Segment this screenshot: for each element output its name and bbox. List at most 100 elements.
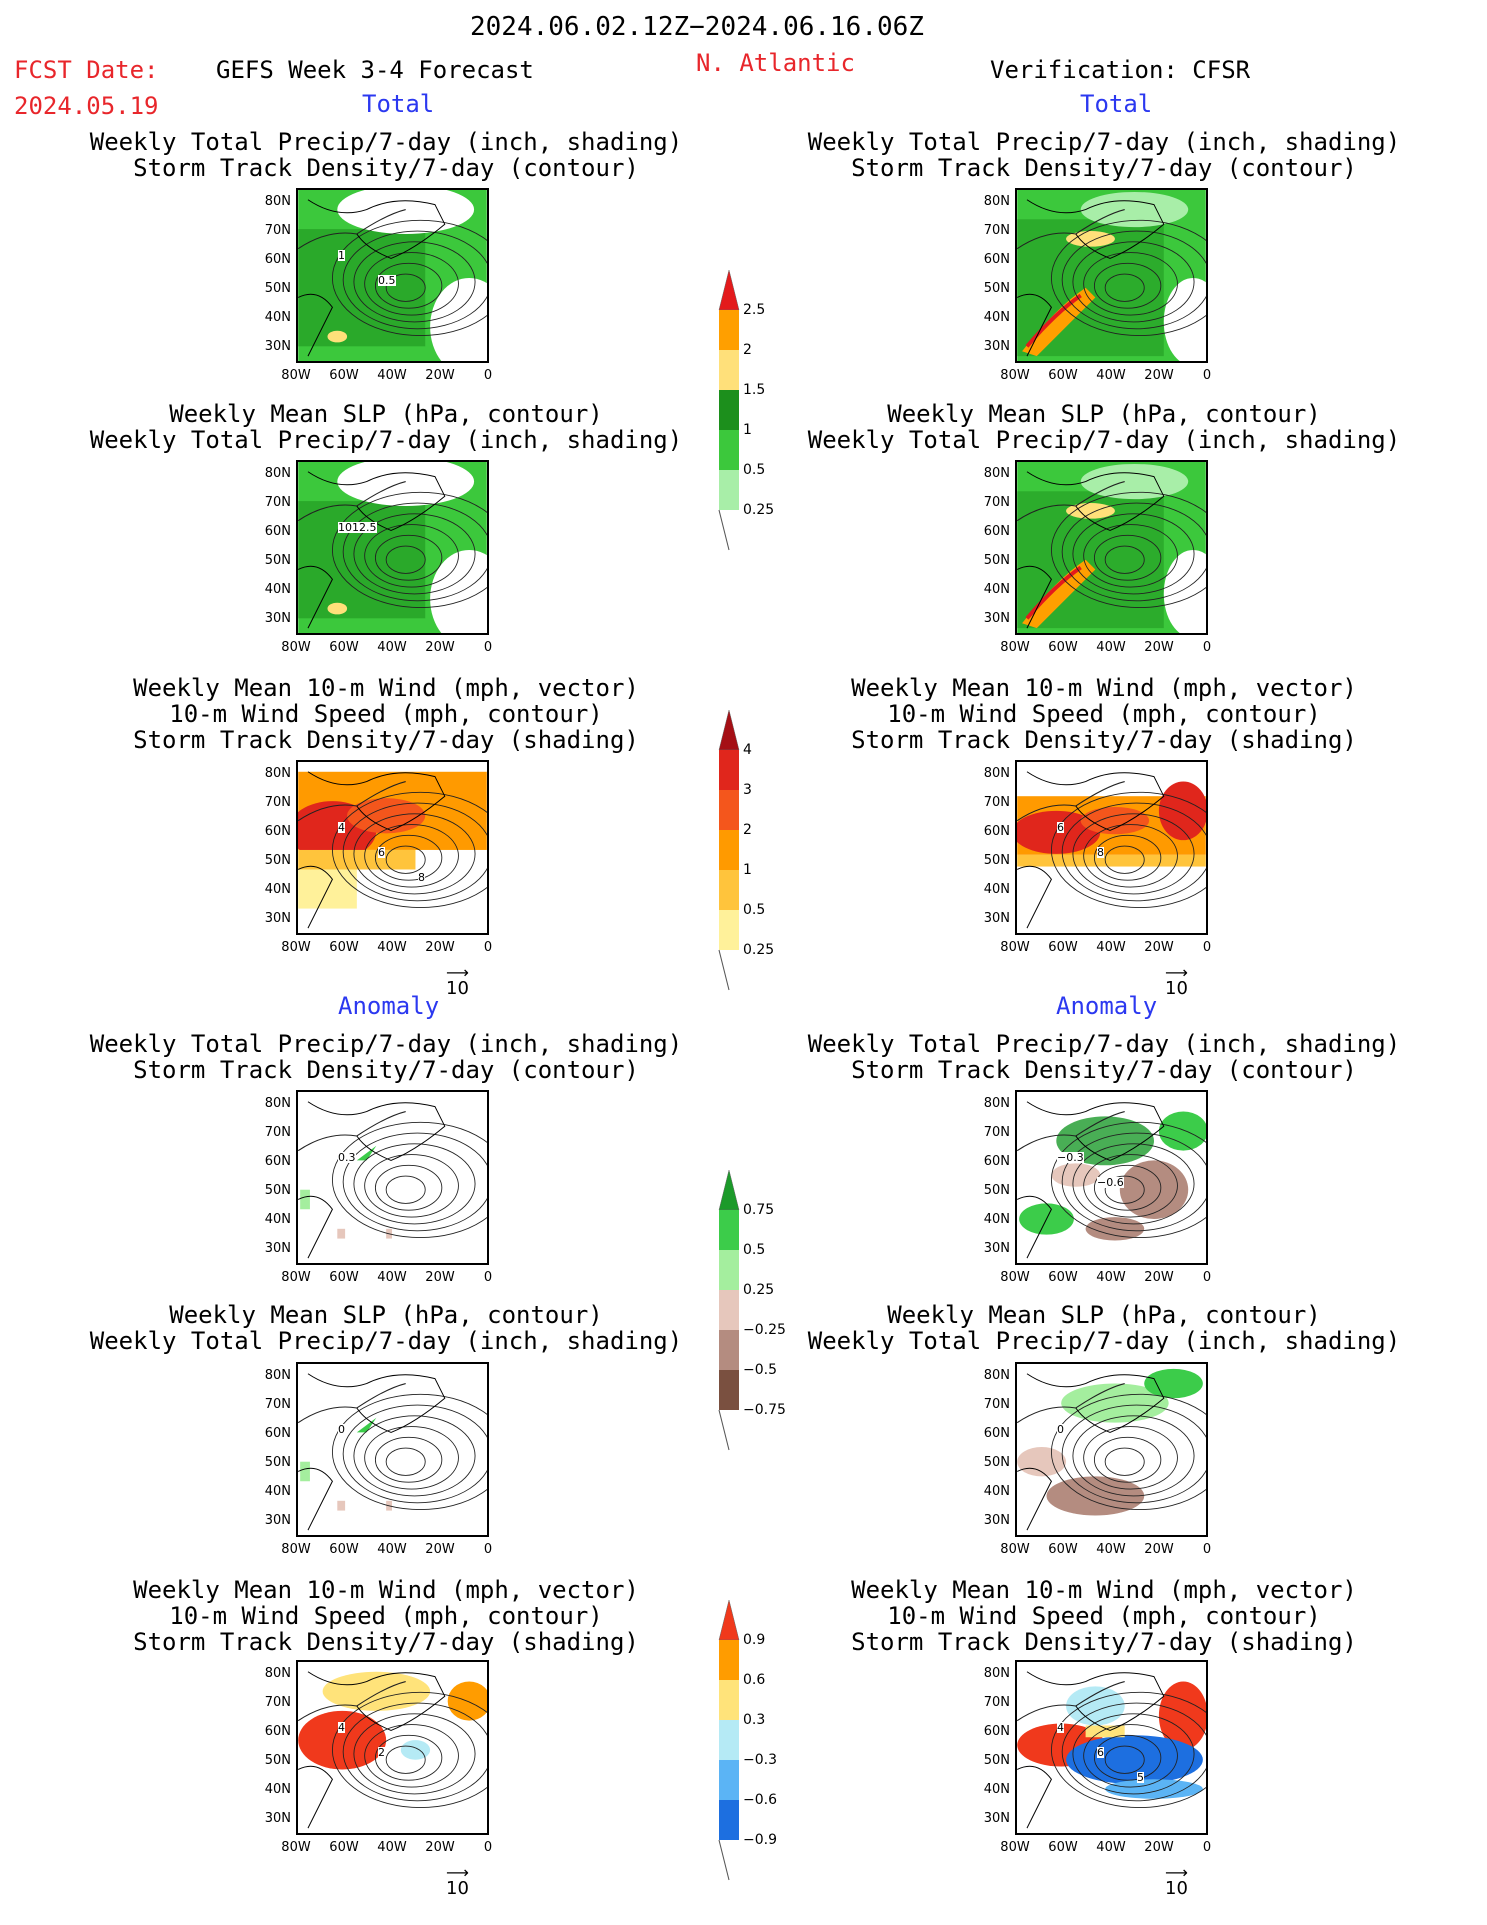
colorbar-graphic — [718, 269, 740, 551]
map-plot: 1012.5 — [296, 460, 489, 635]
lat-tick-label: 70N — [983, 1695, 1010, 1710]
lon-tick-label: 60W — [329, 368, 359, 383]
lat-tick-label: 60N — [264, 1724, 291, 1739]
lon-tick-label: 20W — [1144, 368, 1174, 383]
lon-tick-label: 20W — [425, 940, 455, 955]
lat-tick-label: 70N — [983, 1125, 1010, 1140]
contour-label: 1012.5 — [338, 521, 377, 534]
contour-label: 0.3 — [338, 1151, 356, 1164]
colorbar-tick-label: 1.5 — [743, 382, 766, 398]
contour-label: 0 — [338, 1423, 345, 1436]
fcst-date-label: FCST Date: — [14, 56, 159, 84]
lon-tick-label: 0 — [1202, 368, 1212, 383]
contour-label: −0.6 — [1097, 1176, 1124, 1189]
lon-tick-label: 0 — [1202, 1270, 1212, 1285]
lon-tick-label: 40W — [377, 1542, 407, 1557]
contour-label: 0 — [1057, 1423, 1064, 1436]
lat-tick-label: 50N — [264, 281, 291, 296]
panel-title-line: Weekly Mean 10-m Wind (mph, vector) — [133, 674, 639, 702]
map-plot: 4 6 5 — [1015, 1660, 1208, 1835]
contour-label: 6 — [1097, 1746, 1104, 1759]
contour-label: 6 — [1057, 821, 1064, 834]
lon-tick-label: 20W — [425, 368, 455, 383]
lat-tick-label: 80N — [264, 194, 291, 209]
lon-tick-label: 0 — [1202, 1840, 1212, 1855]
lat-tick-label: 70N — [983, 495, 1010, 510]
lon-tick-label: 0 — [1202, 640, 1212, 655]
lon-tick-label: 0 — [483, 368, 493, 383]
lon-tick-label: 80W — [1000, 368, 1030, 383]
lat-tick-label: 40N — [264, 1484, 291, 1499]
lon-tick-label: 20W — [1144, 1270, 1174, 1285]
colorbar-graphic — [718, 1599, 740, 1881]
anomaly-label-right: Anomaly — [1056, 992, 1158, 1020]
lon-tick-label: 0 — [483, 640, 493, 655]
contour-label: 1 — [338, 249, 345, 262]
map-field — [298, 1092, 487, 1263]
map-plot — [1015, 188, 1208, 363]
lat-tick-label: 40N — [264, 310, 291, 325]
lat-tick-label: 40N — [983, 1782, 1010, 1797]
map-plot: 1 0.5 — [296, 188, 489, 363]
lon-tick-label: 40W — [377, 1270, 407, 1285]
colorbar-tick-label: 0.5 — [743, 902, 766, 918]
lon-tick-label: 0 — [1202, 1542, 1212, 1557]
lat-tick-label: 50N — [983, 853, 1010, 868]
contour-label: 8 — [418, 871, 425, 884]
panel-title-line: Storm Track Density/7-day (contour) — [133, 154, 639, 182]
colorbar-tick-label: −0.6 — [743, 1792, 777, 1808]
lon-tick-label: 80W — [281, 1542, 311, 1557]
lon-tick-label: 80W — [281, 1270, 311, 1285]
lat-tick-label: 60N — [264, 1426, 291, 1441]
lon-tick-label: 40W — [1096, 1840, 1126, 1855]
lat-tick-label: 50N — [983, 1455, 1010, 1470]
lat-tick-label: 40N — [264, 582, 291, 597]
region-title: N. Atlantic — [696, 49, 855, 77]
lat-tick-label: 80N — [983, 466, 1010, 481]
panel-title-line: 10-m Wind Speed (mph, contour) — [887, 700, 1321, 728]
colorbar-tick-label: 0.25 — [743, 942, 775, 958]
lat-tick-label: 30N — [983, 911, 1010, 926]
contour-label: 0.5 — [378, 274, 396, 287]
lon-tick-label: 80W — [1000, 940, 1030, 955]
map-field — [1017, 190, 1206, 361]
lat-tick-label: 40N — [264, 1212, 291, 1227]
colorbar-storm_anom: 0.9 0.6 0.3 −0.3 −0.6 −0.9 — [717, 1599, 777, 1904]
map-field — [1017, 1364, 1206, 1535]
lat-tick-label: 30N — [264, 339, 291, 354]
panel-title-line: Weekly Mean SLP (hPa, contour) — [169, 1301, 603, 1329]
map-plot — [1015, 460, 1208, 635]
lat-tick-label: 70N — [983, 223, 1010, 238]
lat-tick-label: 30N — [264, 1513, 291, 1528]
lat-tick-label: 50N — [264, 1753, 291, 1768]
lat-tick-label: 40N — [264, 1782, 291, 1797]
lon-tick-label: 0 — [483, 940, 493, 955]
panel-title-line: 10-m Wind Speed (mph, contour) — [169, 700, 603, 728]
lat-tick-label: 30N — [983, 1241, 1010, 1256]
contour-label: 4 — [1057, 1721, 1064, 1734]
lat-tick-label: 30N — [264, 911, 291, 926]
lat-tick-label: 80N — [983, 194, 1010, 209]
lat-tick-label: 60N — [983, 1426, 1010, 1441]
colorbar-tick-label: 1 — [743, 422, 752, 438]
colorbar-tick-label: −0.9 — [743, 1832, 777, 1848]
contour-label: 4 — [338, 821, 345, 834]
lat-tick-label: 50N — [983, 553, 1010, 568]
lon-tick-label: 40W — [377, 368, 407, 383]
lat-tick-label: 70N — [264, 223, 291, 238]
vector-ref-value: 10 — [1165, 978, 1188, 999]
lon-tick-label: 60W — [329, 1840, 359, 1855]
lon-tick-label: 40W — [1096, 368, 1126, 383]
panel-title-line: 10-m Wind Speed (mph, contour) — [169, 1602, 603, 1630]
vector-reference: ⟶ 10 — [1165, 965, 1188, 1000]
panel-title-line: Storm Track Density/7-day (shading) — [133, 1628, 639, 1656]
vector-reference: ⟶ 10 — [1165, 1865, 1188, 1900]
panel-title-line: Weekly Total Precip/7-day (inch, shading… — [807, 1327, 1401, 1355]
contour-label: 5 — [1137, 1771, 1144, 1784]
panel-title-line: Storm Track Density/7-day (contour) — [851, 1056, 1357, 1084]
lat-tick-label: 30N — [983, 1513, 1010, 1528]
panel-title-line: Weekly Mean 10-m Wind (mph, vector) — [851, 1576, 1357, 1604]
fcst-date-value: 2024.05.19 — [14, 92, 159, 120]
